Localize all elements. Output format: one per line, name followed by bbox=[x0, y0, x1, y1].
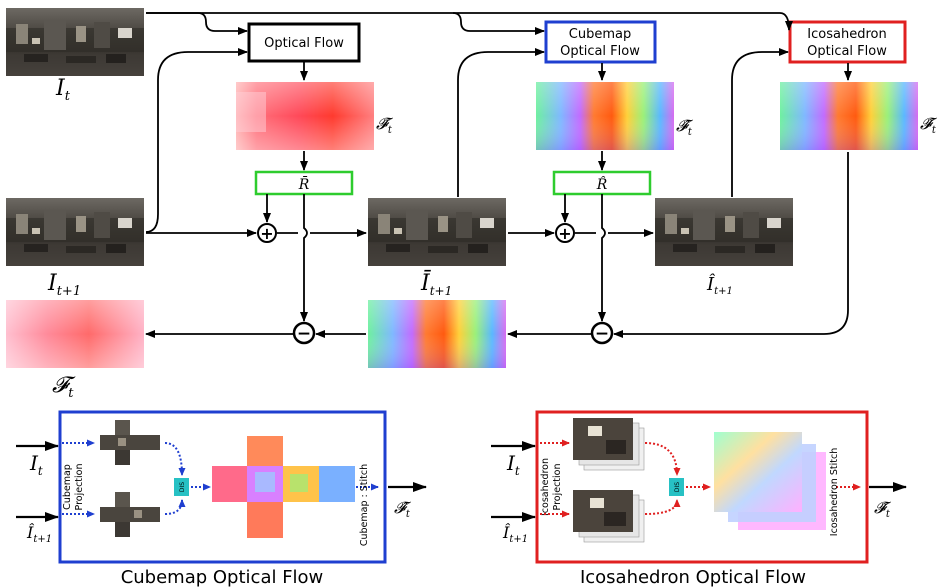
residual-R-bar-box: R̄ bbox=[254, 170, 354, 196]
flow-F-t bbox=[6, 300, 144, 368]
image-I-bar-t-plus-1 bbox=[368, 198, 506, 266]
cubemap-output-F-hat-t: 𝓕̂t bbox=[394, 498, 412, 520]
label-I-t: It bbox=[55, 76, 71, 104]
cubemap-flow-cross bbox=[212, 436, 355, 538]
cubemap-box-line1: Cubemap bbox=[569, 27, 631, 42]
ico-dis-label: DIS bbox=[674, 482, 681, 492]
label-I-hat-t-plus-1: Ît+1 bbox=[706, 272, 733, 297]
plus-operator-2: + bbox=[555, 223, 575, 243]
ico-input-I-t: It bbox=[506, 451, 520, 478]
residual-R-bar-label: R̄ bbox=[298, 175, 310, 193]
minus-operator-2: − bbox=[590, 321, 614, 345]
cubemap-stitch-label: Cubemap : Stitch bbox=[359, 464, 370, 546]
minus-sign-1: − bbox=[297, 324, 311, 344]
ico-projection-line1: Icosahedron bbox=[540, 458, 551, 516]
image-I-hat-t-plus-1 bbox=[655, 198, 793, 266]
cubemap-optical-flow-box: Cubemap Optical Flow bbox=[544, 20, 657, 64]
image-I-t-plus-1 bbox=[6, 198, 144, 266]
cubemap-dis-block: DIS bbox=[174, 478, 189, 496]
flow-F-hat-t bbox=[536, 82, 674, 150]
minus-sign-2: − bbox=[595, 324, 609, 344]
cubemap-projection-line2: Projection bbox=[74, 464, 85, 511]
ico-projection-line2: Projection bbox=[552, 464, 563, 511]
icosahedron-optical-flow-box: Icosahedron Optical Flow bbox=[788, 20, 907, 64]
icosahedron-panel: It Ît+1 Icosahedron Projection DIS bbox=[491, 410, 907, 588]
ico-tiles-bottom bbox=[573, 490, 645, 543]
ico-caption: Icosahedron Optical Flow bbox=[580, 567, 806, 588]
image-I-t bbox=[6, 8, 144, 76]
cubemap-caption: Cubemap Optical Flow bbox=[121, 567, 324, 588]
label-I-t-plus-1: It+1 bbox=[47, 271, 81, 299]
label-F-t: 𝓕t bbox=[52, 373, 76, 401]
label-I-bar-t-plus-1: Īt+1 bbox=[420, 270, 452, 298]
flow-residual-middle bbox=[368, 300, 506, 368]
ico-dis-block: DIS bbox=[669, 478, 684, 496]
cubemap-projection-line1: Cubemap bbox=[62, 464, 73, 510]
cubemap-dis-label: DIS bbox=[179, 482, 186, 492]
residual-R-hat-box: R̂ bbox=[552, 170, 652, 196]
ico-output-F-tilde-t: 𝓕̃t bbox=[874, 498, 892, 520]
cubemap-cross-bottom bbox=[100, 492, 160, 537]
label-F-hat-t: 𝓕̂t bbox=[676, 116, 694, 138]
cubemap-input-I-hat-t-plus-1: Ît+1 bbox=[26, 522, 52, 545]
ico-tiles-top bbox=[573, 418, 645, 471]
cubemap-box-line2: Optical Flow bbox=[560, 44, 640, 59]
label-F-bar-t: 𝓕̄t bbox=[376, 114, 394, 136]
minus-operator-1: − bbox=[292, 321, 316, 345]
flow-F-tilde-t bbox=[780, 82, 918, 150]
pipeline-connectors bbox=[145, 12, 852, 338]
plus-sign-2: + bbox=[558, 224, 571, 243]
plus-operator-1: + bbox=[257, 223, 277, 243]
optical-flow-box: Optical Flow bbox=[247, 22, 361, 63]
flow-F-bar-t bbox=[236, 82, 374, 150]
optical-flow-label: Optical Flow bbox=[264, 36, 344, 51]
residual-R-hat-label: R̂ bbox=[596, 175, 608, 193]
ico-input-I-hat-t-plus-1: Ît+1 bbox=[502, 522, 528, 545]
ico-stitch-label: Icosahedron Stitch bbox=[829, 448, 840, 536]
cubemap-input-I-t: It bbox=[29, 451, 43, 478]
cubemap-cross-top bbox=[100, 420, 160, 465]
cubemap-panel: It Ît+1 Cubemap Projection DIS bbox=[16, 410, 427, 588]
ico-flow-tiles bbox=[714, 432, 826, 530]
label-F-tilde-t: 𝓕̃t bbox=[920, 114, 938, 136]
plus-sign-1: + bbox=[260, 224, 273, 243]
ico-box-line2: Optical Flow bbox=[807, 44, 887, 59]
ico-box-line1: Icosahedron bbox=[807, 27, 886, 42]
